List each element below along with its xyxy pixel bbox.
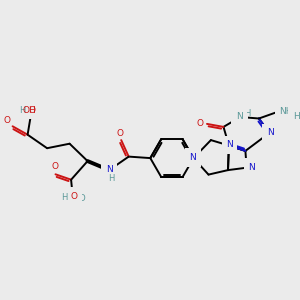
- Text: O: O: [197, 119, 204, 128]
- Text: N: N: [190, 153, 196, 162]
- Text: O: O: [70, 192, 78, 201]
- Text: H: H: [108, 174, 114, 183]
- Text: N: N: [236, 112, 242, 122]
- Text: O: O: [51, 162, 58, 171]
- Text: H: H: [276, 114, 282, 123]
- Text: N: N: [267, 128, 273, 137]
- Text: N: N: [236, 112, 243, 121]
- Text: H: H: [61, 193, 68, 202]
- Text: O: O: [28, 106, 36, 115]
- Text: NH: NH: [276, 106, 290, 115]
- Text: H: H: [293, 112, 299, 121]
- Text: O: O: [4, 116, 11, 125]
- Text: H: H: [244, 110, 250, 118]
- Text: N: N: [106, 165, 112, 174]
- Text: O: O: [116, 129, 123, 138]
- Text: HO: HO: [15, 106, 28, 115]
- Text: OH: OH: [22, 106, 36, 115]
- Text: H: H: [19, 106, 26, 115]
- Text: HO: HO: [72, 194, 86, 203]
- Text: NH: NH: [279, 107, 292, 116]
- Text: N: N: [249, 163, 255, 172]
- Text: N: N: [226, 140, 233, 149]
